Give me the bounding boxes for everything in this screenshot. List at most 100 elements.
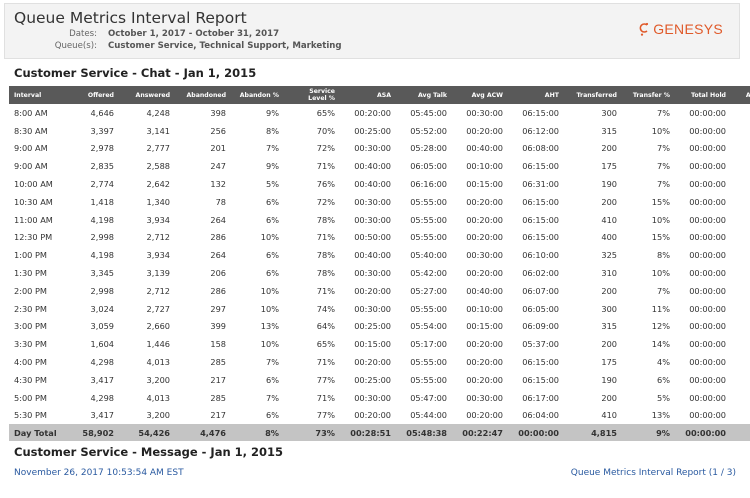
table-row: 5:00 PM 4,298 4,013 285 7% 71% 00:30:00 05:47:0… — [9, 389, 750, 407]
table-cell: 9:00 AM — [14, 161, 48, 172]
queues-label: Queue(s): — [54, 41, 97, 51]
table-cell: 297 — [210, 303, 226, 314]
table-cell: 00:20:00 — [354, 285, 391, 296]
table-cell: 200 — [601, 392, 617, 403]
column-header: Service Level % — [308, 88, 335, 102]
table-cell: 4,646 — [90, 107, 114, 118]
table-cell: 325 — [601, 250, 617, 261]
table-cell: N/A — [731, 140, 750, 158]
table-cell: 8:30 AM — [14, 125, 48, 136]
table-cell: 00:30:00 — [354, 196, 391, 207]
column-header: Avg Talk — [417, 91, 447, 99]
table-cell: 264 — [210, 214, 226, 225]
table-cell: 00:00:00 — [689, 214, 726, 225]
table-cell: 05:40:00 — [410, 250, 447, 261]
table-cell: 3,417 — [90, 410, 114, 421]
table-cell: 00:40:00 — [466, 143, 503, 154]
table-cell: 247 — [210, 161, 226, 172]
table-cell: 00:00:00 — [689, 196, 726, 207]
column-header: Abandon % — [239, 91, 279, 99]
table-cell: N/A — [731, 407, 750, 425]
table-cell: 05:44:00 — [410, 410, 447, 421]
table-cell: 77% — [316, 410, 335, 421]
table-cell: 06:07:00 — [522, 285, 559, 296]
table-cell: 400 — [601, 232, 617, 243]
total-cell: 00:00:00 — [685, 427, 726, 438]
table-cell: 00:30:00 — [466, 250, 503, 261]
table-cell: 14% — [651, 339, 670, 350]
table-cell: 00:00:00 — [689, 410, 726, 421]
table-cell: 2,978 — [90, 143, 114, 154]
table-cell: 315 — [601, 321, 617, 332]
table-cell: 7% — [266, 143, 279, 154]
table-cell: 00:20:00 — [354, 107, 391, 118]
table-cell: 2,835 — [90, 161, 114, 172]
table-cell: 300 — [601, 303, 617, 314]
table-cell: 00:30:00 — [466, 392, 503, 403]
table-cell: 5:00 PM — [14, 392, 47, 403]
table-cell: 2,642 — [146, 179, 170, 190]
table-cell: 06:15:00 — [522, 232, 559, 243]
table-cell: 00:20:00 — [466, 357, 503, 368]
total-cell: 4,476 — [200, 427, 226, 438]
table-cell: 06:08:00 — [522, 143, 559, 154]
table-cell: 1,340 — [146, 196, 170, 207]
table-cell: 6% — [266, 196, 279, 207]
table-cell: N/A — [731, 211, 750, 229]
table-cell: 78% — [316, 250, 335, 261]
table-cell: 4:30 PM — [14, 374, 47, 385]
table-cell: N/A — [731, 264, 750, 282]
table-cell: 06:15:00 — [522, 196, 559, 207]
table-cell: 285 — [210, 357, 226, 368]
table-cell: 7% — [657, 285, 670, 296]
footer-timestamp: November 26, 2017 10:53:54 AM EST — [14, 468, 184, 478]
table-cell: 00:20:00 — [466, 268, 503, 279]
table-cell: 2:30 PM — [14, 303, 47, 314]
total-cell: 9% — [656, 427, 670, 438]
table-row: 8:00 AM 4,646 4,248 398 9% 65% 00:20:00 05:45:0… — [9, 104, 750, 122]
table-cell: 06:10:00 — [522, 250, 559, 261]
table-cell: 00:00:00 — [689, 339, 726, 350]
total-cell: 05:48:38 — [406, 427, 447, 438]
table-row: 2:00 PM 2,998 2,712 286 10% 71% 00:20:00 05:27:… — [9, 282, 750, 300]
column-header: Transfer % — [632, 91, 670, 99]
table-cell: 00:10:00 — [466, 303, 503, 314]
table-cell: 4% — [657, 357, 670, 368]
table-cell: 00:40:00 — [354, 161, 391, 172]
table-cell: 00:00:00 — [689, 107, 726, 118]
table-cell: 2,588 — [146, 161, 170, 172]
table-cell: 206 — [210, 268, 226, 279]
table-cell: 00:30:00 — [466, 107, 503, 118]
table-cell: 3,417 — [90, 374, 114, 385]
table-cell: 10% — [651, 268, 670, 279]
table-cell: 00:00:00 — [689, 232, 726, 243]
queue-metrics-table: Interval Offered Answered Abandoned Abandon … — [9, 86, 750, 442]
table-cell: 3,397 — [90, 125, 114, 136]
table-cell: 05:55:00 — [410, 196, 447, 207]
table-row: 5:30 PM 3,417 3,200 217 6% 77% 00:20:00 05:44:0… — [9, 407, 750, 425]
table-cell: 71% — [316, 392, 335, 403]
table-cell: 315 — [601, 125, 617, 136]
table-cell: 00:25:00 — [354, 125, 391, 136]
table-row: 9:00 AM 2,978 2,777 201 7% 72% 00:30:00 05:28:0… — [9, 140, 750, 158]
table-cell: 78% — [316, 268, 335, 279]
queues-value: Customer Service, Technical Support, Mar… — [108, 41, 342, 51]
table-cell: 00:50:00 — [354, 232, 391, 243]
table-cell: 410 — [601, 410, 617, 421]
table-cell: 3,024 — [90, 303, 114, 314]
table-cell: 7% — [266, 392, 279, 403]
table-cell: N/A — [731, 175, 750, 193]
table-cell: 64% — [316, 321, 335, 332]
column-header: Total Hold — [690, 91, 726, 99]
table-cell: 201 — [210, 143, 226, 154]
table-cell: 00:00:00 — [689, 250, 726, 261]
table-cell: 06:12:00 — [522, 125, 559, 136]
column-header: Interval — [14, 91, 42, 99]
logo-text: GENESYS — [653, 21, 723, 37]
table-cell: 00:20:00 — [466, 232, 503, 243]
table-cell: 3:00 PM — [14, 321, 47, 332]
total-cell: 58,902 — [82, 427, 114, 438]
table-cell: 00:20:00 — [466, 339, 503, 350]
table-cell: 1:00 PM — [14, 250, 47, 261]
table-cell: 1,446 — [146, 339, 170, 350]
